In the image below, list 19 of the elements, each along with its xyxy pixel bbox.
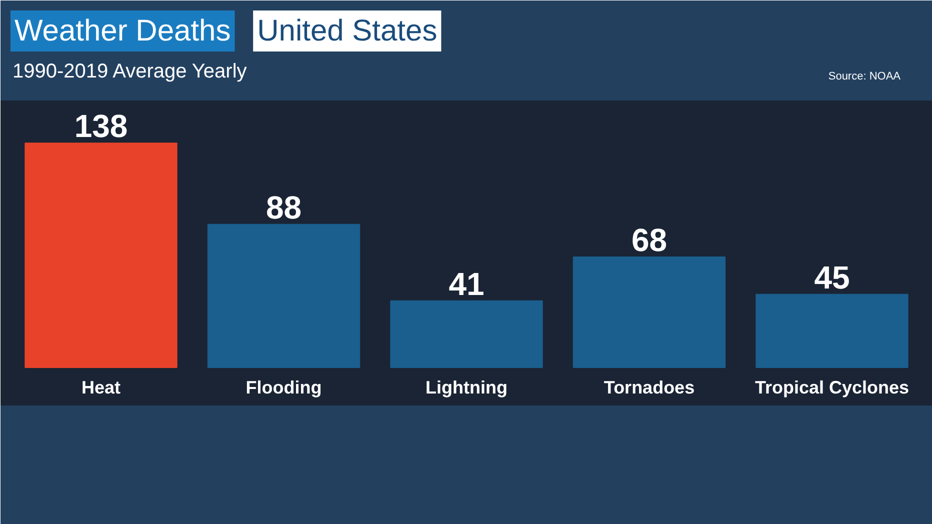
data-label: 45 [814, 259, 850, 296]
x-tick-label: Tornadoes [604, 378, 695, 398]
chart-subtitle: 1990-2019 Average Yearly [12, 60, 247, 82]
bar [756, 294, 908, 368]
source-note: Source: NOAA [828, 70, 902, 82]
x-tick-label: Heat [82, 378, 121, 398]
data-label: 68 [631, 222, 668, 258]
x-tick-label: Flooding [246, 378, 322, 398]
text: United States [257, 14, 438, 48]
data-label: 41 [448, 266, 484, 302]
bar [207, 224, 360, 368]
data-label: 88 [266, 189, 302, 226]
bar [24, 142, 178, 368]
x-tick-label: Lightning [426, 378, 508, 398]
chart-title: Weather Deaths [14, 14, 231, 48]
bar [572, 256, 726, 368]
data-label: 138 [74, 108, 128, 144]
x-tick-label: Tropical Cyclones [754, 378, 910, 398]
bar [390, 300, 543, 368]
